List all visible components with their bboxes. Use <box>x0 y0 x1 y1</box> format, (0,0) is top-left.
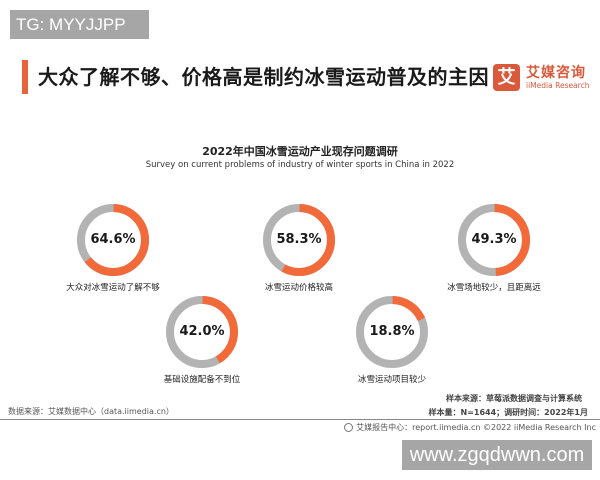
title-accent-bar <box>22 60 28 94</box>
donut-chart: 49.3% <box>456 202 532 278</box>
chart-subtitle: Survey on current problems of industry o… <box>145 160 455 170</box>
brand-name-en: iiMedia Research <box>526 80 590 90</box>
donut-value: 18.8% <box>369 324 415 339</box>
donut-label: 冰雪场地较少，且距离远 <box>447 283 541 293</box>
donut-chart: 58.3% <box>261 202 337 278</box>
brand-name-cn: 艾媒咨询 <box>526 64 586 81</box>
donut-label: 基础设施配备不到位 <box>163 375 241 385</box>
donut-value: 64.6% <box>90 232 136 247</box>
footer-divider <box>0 419 600 420</box>
donut-chart: 42.0% <box>164 294 240 370</box>
sample-source-note: 样本来源：草莓派数据调查与计算系统 <box>446 394 582 403</box>
footer: 艾媒报告中心：report.iimedia.cn ©2022 iiMedia R… <box>344 422 596 433</box>
donut-chart: 64.6% <box>75 202 151 278</box>
donut-chart: 18.8% <box>354 294 430 370</box>
footer-text: 艾媒报告中心：report.iimedia.cn ©2022 iiMedia R… <box>356 423 596 432</box>
page-title: 大众了解不够、价格高是制约冰雪运动普及的主因 <box>38 65 489 89</box>
donut-value: 49.3% <box>471 232 517 247</box>
brand-logo: 艾 艾媒咨询 iiMedia Research <box>493 60 589 94</box>
watermark-bottom: www.zgqdwwn.com <box>402 440 592 470</box>
donut-value: 58.3% <box>276 232 322 247</box>
donut-value: 42.0% <box>179 324 225 339</box>
report-center-icon <box>344 423 354 432</box>
data-source-note: 数据来源：艾媒数据中心（data.iimedia.cn） <box>8 407 174 416</box>
iimedia-logo-icon: 艾 <box>493 63 520 91</box>
donut-label: 大众对冰雪运动了解不够 <box>66 283 160 293</box>
sample-size-note: 样本量：N=1644；调研时间：2022年1月 <box>428 408 589 417</box>
donut-label: 冰雪运动项目较少 <box>357 375 426 385</box>
watermark-top: TG: MYYJJPP <box>10 10 149 39</box>
chart-title: 2022年中国冰雪运动产业现存问题调研 <box>202 145 398 158</box>
donut-label: 冰雪运动价格较高 <box>264 283 333 293</box>
